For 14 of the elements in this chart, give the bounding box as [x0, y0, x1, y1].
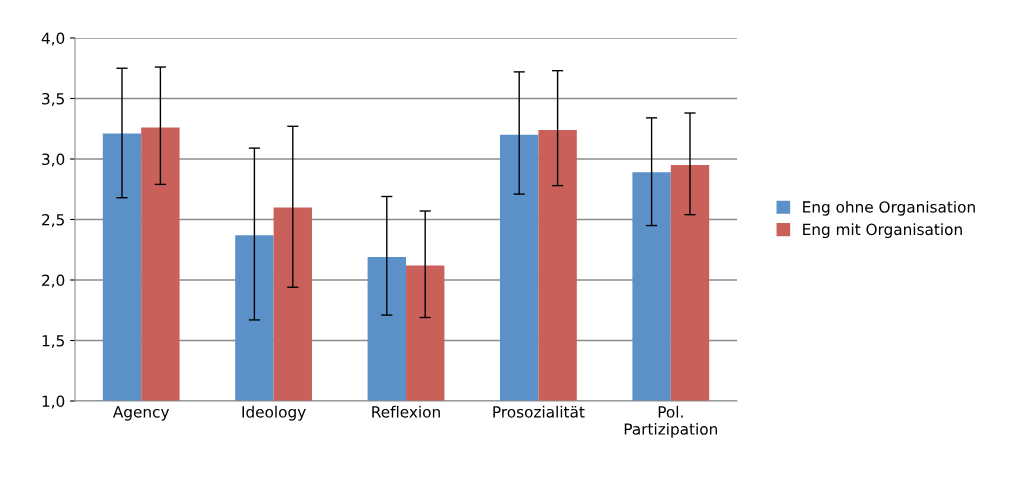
- y-tick-label: 2,5: [42, 213, 64, 228]
- x-tick-label: Pol. Partizipation: [624, 405, 717, 438]
- x-tick-label: Agency: [112, 406, 170, 421]
- y-tick-label: 4,0: [41, 32, 65, 46]
- legend-label: Eng ohne Organisation: [803, 200, 975, 216]
- y-tick-label: 1,5: [42, 335, 64, 349]
- legend-label: Eng mit Organisation: [803, 223, 962, 239]
- y-tick-label: 3,0: [42, 153, 65, 167]
- y-tick-label: 2,0: [42, 274, 65, 288]
- y-tick-label: 1,0: [42, 395, 65, 409]
- x-tick-label: Prosozialität: [493, 405, 585, 418]
- y-tick-label: 3,5: [42, 92, 64, 107]
- x-tick-label: Ideology: [242, 405, 306, 421]
- x-tick-label: Reflexion: [372, 405, 440, 418]
